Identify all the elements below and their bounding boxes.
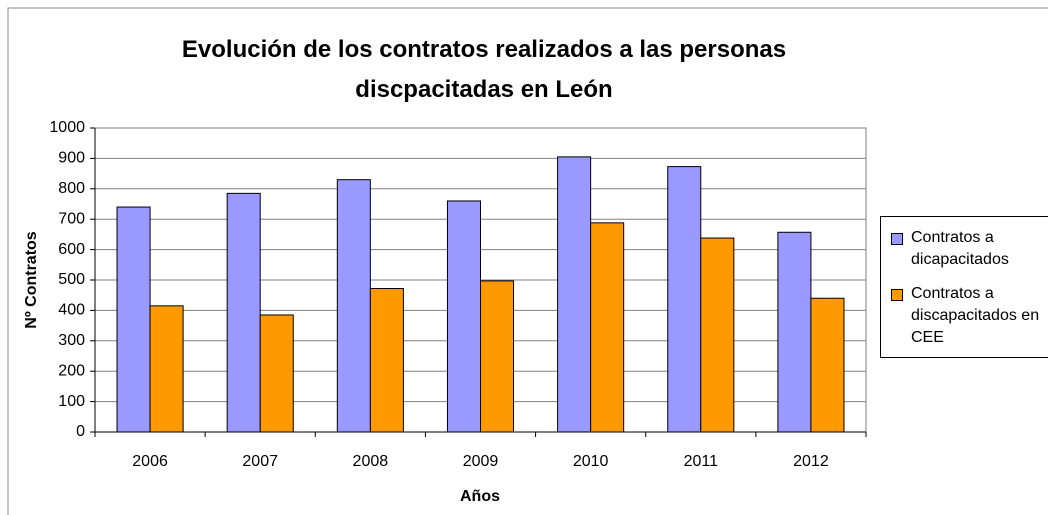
x-tick-label: 2010 [573, 453, 609, 470]
y-axis-label: Nº Contratos [23, 231, 40, 329]
y-tick-label: 0 [76, 423, 85, 440]
bar [116, 206, 151, 433]
legend-swatch [891, 289, 903, 301]
y-tick-label: 200 [58, 362, 85, 379]
chart-title: Evolución de los contratos realizados a … [181, 36, 787, 103]
legend-swatch [891, 233, 903, 245]
x-tick-label: 2009 [463, 453, 499, 470]
bar [480, 280, 515, 433]
bar [149, 305, 184, 433]
bar [590, 222, 625, 433]
legend-label: Contratos a discapacitados en CEE [911, 285, 1040, 346]
x-tick-label: 2008 [353, 453, 389, 470]
bar [259, 314, 294, 433]
legend-item: Contratos a dicapacitados [881, 227, 1048, 271]
bar [667, 166, 702, 433]
legend: Contratos a dicapacitados Contratos a dis… [880, 216, 1048, 358]
bar [700, 237, 735, 433]
x-tick-label: 2007 [242, 453, 278, 470]
legend-item: Contratos a discapacitados en CEE [881, 283, 1048, 349]
y-tick-label: 1000 [49, 119, 85, 136]
bar [336, 179, 371, 433]
bar [446, 200, 482, 433]
x-tick-label: 2011 [684, 453, 719, 470]
y-tick-label: 400 [58, 302, 85, 319]
y-tick-label: 700 [58, 210, 85, 227]
bar [810, 297, 845, 433]
y-tick-label: 500 [58, 271, 85, 288]
y-tick-label: 600 [58, 241, 85, 258]
x-axis-label: Años [460, 488, 500, 505]
bar [557, 156, 592, 433]
y-tick-label: 900 [58, 150, 85, 167]
x-tick-label: 2012 [793, 453, 829, 470]
bar [777, 231, 812, 433]
y-tick-label: 300 [58, 332, 85, 349]
bar [226, 192, 261, 433]
bar [369, 288, 404, 433]
y-tick-label: 100 [58, 393, 85, 410]
y-tick-label: 800 [58, 180, 85, 197]
x-tick-label: 2006 [132, 453, 168, 470]
legend-label: Contratos a dicapacitados [911, 229, 1009, 268]
